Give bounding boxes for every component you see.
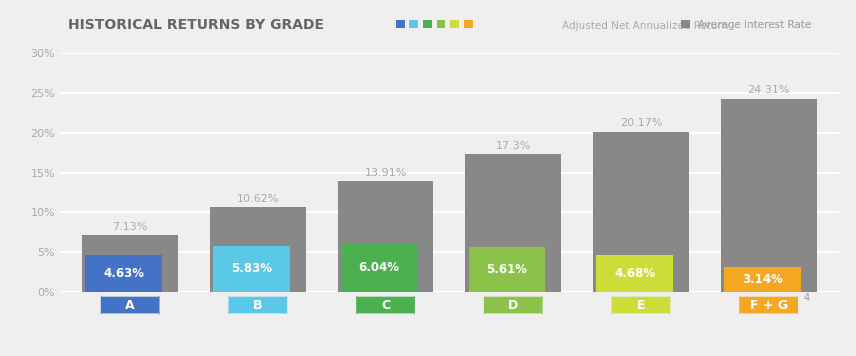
FancyBboxPatch shape: [611, 294, 670, 316]
Legend: Average Interest Rate: Average Interest Rate: [676, 16, 816, 34]
Text: C: C: [381, 299, 390, 312]
Bar: [466, 155, 562, 292]
Text: D: D: [508, 299, 519, 312]
Bar: [210, 208, 306, 292]
Text: 5.61%: 5.61%: [486, 263, 527, 276]
FancyBboxPatch shape: [229, 294, 288, 316]
Bar: [593, 132, 689, 292]
Text: 3.14%: 3.14%: [742, 273, 782, 286]
Text: 4: 4: [803, 293, 809, 303]
Text: 7.13%: 7.13%: [112, 222, 148, 232]
FancyBboxPatch shape: [356, 294, 415, 316]
Text: 17.3%: 17.3%: [496, 141, 531, 151]
Text: 4.68%: 4.68%: [614, 267, 655, 280]
Text: 13.91%: 13.91%: [365, 168, 407, 178]
Text: 5.83%: 5.83%: [231, 262, 272, 275]
FancyBboxPatch shape: [101, 294, 159, 316]
Text: B: B: [253, 299, 263, 312]
Bar: [86, 255, 162, 292]
Text: E: E: [637, 299, 645, 312]
Bar: [82, 235, 178, 292]
Text: HISTORICAL RETURNS BY GRADE: HISTORICAL RETURNS BY GRADE: [68, 18, 324, 32]
Text: 24.31%: 24.31%: [747, 85, 790, 95]
Text: 20.17%: 20.17%: [620, 119, 663, 129]
Text: 4.63%: 4.63%: [104, 267, 145, 280]
Bar: [468, 247, 545, 292]
Bar: [213, 246, 290, 292]
Text: F + G: F + G: [750, 299, 788, 312]
Bar: [341, 244, 418, 292]
Text: 6.04%: 6.04%: [359, 261, 400, 274]
Text: Adjusted Net Annualized Return: Adjusted Net Annualized Return: [562, 21, 728, 31]
Bar: [724, 267, 800, 292]
FancyBboxPatch shape: [740, 294, 798, 316]
Bar: [337, 181, 433, 292]
Text: A: A: [125, 299, 135, 312]
Bar: [721, 99, 817, 292]
FancyBboxPatch shape: [484, 294, 543, 316]
Text: 10.62%: 10.62%: [236, 194, 279, 204]
Bar: [597, 255, 673, 292]
